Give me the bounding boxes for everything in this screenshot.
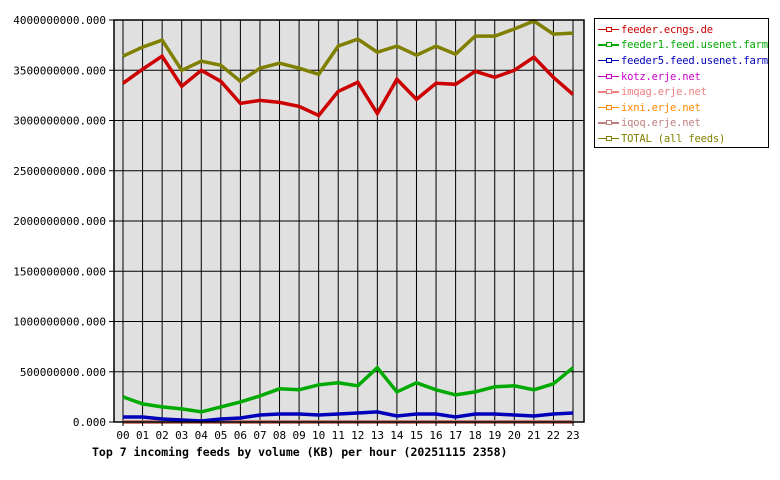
legend-line-marker-icon [598,88,619,96]
legend-line-marker-icon [598,104,619,112]
x-tick-label: 22 [547,429,560,442]
y-tick-label: 1500000000.000 [13,265,106,278]
x-tick-label: 11 [332,429,345,442]
legend-label: iqoq.erje.net [621,117,701,130]
y-tick-label: 0.000 [73,416,106,429]
legend-item: ixni.erje.net [598,100,768,116]
x-tick-label: 06 [234,429,247,442]
series-line-total-all-feeds- [122,19,574,84]
x-tick-label: 21 [527,429,540,442]
legend-item: feeder1.feed.usenet.farm [598,38,768,54]
y-tick-label: 2000000000.000 [13,215,106,228]
x-tick-label: 18 [469,429,482,442]
x-tick-label: 00 [116,429,129,442]
legend-line-marker-icon [598,135,619,143]
series-line-feeder5-feed-usenet-farm [123,410,574,423]
x-tick-label: 07 [253,429,266,442]
legend-line-marker-icon [598,41,619,49]
x-tick-label: 13 [371,429,384,442]
chart-legend: feeder.ecngs.de feeder1.feed.usenet.farm f… [594,18,769,148]
x-tick-label: 09 [292,429,305,442]
legend-item: TOTAL (all feeds) [598,131,768,147]
x-tick-label: 04 [195,429,209,442]
series-line-feeder1-feed-usenet-farm [122,365,575,414]
x-tick-label: 10 [312,429,325,442]
y-axis-ticks: 0.000 500000000.000 1000000000.000 15000000… [13,14,114,429]
legend-line-marker-icon [598,73,619,81]
legend-line-marker-icon [598,119,619,127]
legend-item: kotz.erje.net [598,69,768,85]
legend-item: feeder.ecngs.de [598,22,768,38]
x-tick-label: 15 [410,429,423,442]
legend-label: TOTAL (all feeds) [621,132,726,145]
legend-line-marker-icon [598,26,619,34]
x-tick-label: 02 [156,429,169,442]
x-tick-label: 23 [566,429,579,442]
y-tick-label: 500000000.000 [20,366,106,379]
legend-label: feeder1.feed.usenet.farm [621,39,768,52]
x-axis-ticks: 00 01 02 03 04 05 06 07 08 09 10 11 12 13 14 15 16 17 18 19… [116,422,580,442]
legend-label: feeder5.feed.usenet.farm [621,54,768,67]
y-tick-label: 3500000000.000 [13,64,106,77]
x-tick-label: 03 [175,429,188,442]
x-tick-label: 08 [273,429,286,442]
legend-item: feeder5.feed.usenet.farm [598,53,768,69]
legend-label: feeder.ecngs.de [621,23,713,36]
legend-item: iqoq.erje.net [598,116,768,132]
legend-label: ixni.erje.net [621,101,701,114]
x-tick-label: 14 [390,429,404,442]
y-tick-label: 4000000000.000 [13,14,106,27]
y-tick-label: 1000000000.000 [13,316,106,329]
x-tick-label: 20 [508,429,521,442]
x-tick-label: 05 [214,429,227,442]
series-line-feeder-ecngs-de [121,53,575,118]
y-tick-label: 3000000000.000 [13,115,106,128]
x-tick-label: 19 [488,429,501,442]
x-tick-label: 17 [449,429,462,442]
legend-line-marker-icon [598,57,619,65]
y-tick-label: 2500000000.000 [13,165,106,178]
x-tick-label: 12 [351,429,364,442]
legend-item: imqag.erje.net [598,84,768,100]
x-tick-label: 16 [429,429,442,442]
x-tick-label: 01 [136,429,149,442]
legend-label: imqag.erje.net [621,86,707,99]
legend-label: kotz.erje.net [621,70,701,83]
chart-title: Top 7 incoming feeds by volume (KB) per … [92,445,507,459]
